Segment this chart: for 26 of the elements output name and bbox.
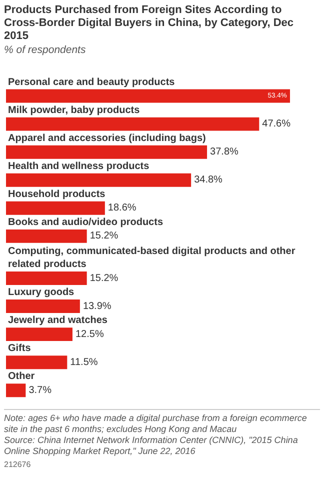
data-label: 15.2% [90,230,118,242]
y-tick-label: Books and audio/video products [8,217,164,228]
y-tick-label: Milk powder, baby products [8,105,140,116]
data-label: 11.5% [70,356,98,368]
data-label: 37.8% [210,146,238,158]
y-tick-label: Jewelry and watches [8,315,108,326]
y-tick-label: Computing, communicated-based digital products and other related products [8,246,296,270]
y-tick-label: Apparel and accessories (including bags) [8,133,206,144]
text: Note: ages 6+ who have made a digital purchase from a foreign ecommerce site in the past 6 months; excludes Hong Kong and Macau [4,413,307,434]
data-label: 34.8% [194,174,223,186]
data-label: 12.5% [75,328,104,340]
text: 212676 [3,459,32,471]
y-tick-label: Luxury goods [8,287,75,298]
data-label: 3.7% [28,384,52,396]
data-label: 13.9% [82,300,112,312]
y-tick-label: Health and wellness products [8,161,150,172]
y-tick-label: Other [8,371,35,382]
chart-subtitle: % of respondents [3,43,87,57]
data-label: 47.6% [262,118,291,130]
source-note: Source: China Internet Network Information Center (CNNIC), "2015 China Online Shopping Market Report," June 22, 2016 [4,435,298,456]
y-tick-label: Gifts [8,343,32,354]
y-tick-label: Personal care and beauty products [8,77,176,88]
y-tick-label: Household products [8,189,106,200]
chart-title: Products Purchased from Foreign Sites According to Cross-Border Digital Buyers in China, by Category, Dec 2015 [3,3,295,43]
data-label: 18.6% [108,202,136,214]
data-label: 15.2% [90,272,118,284]
